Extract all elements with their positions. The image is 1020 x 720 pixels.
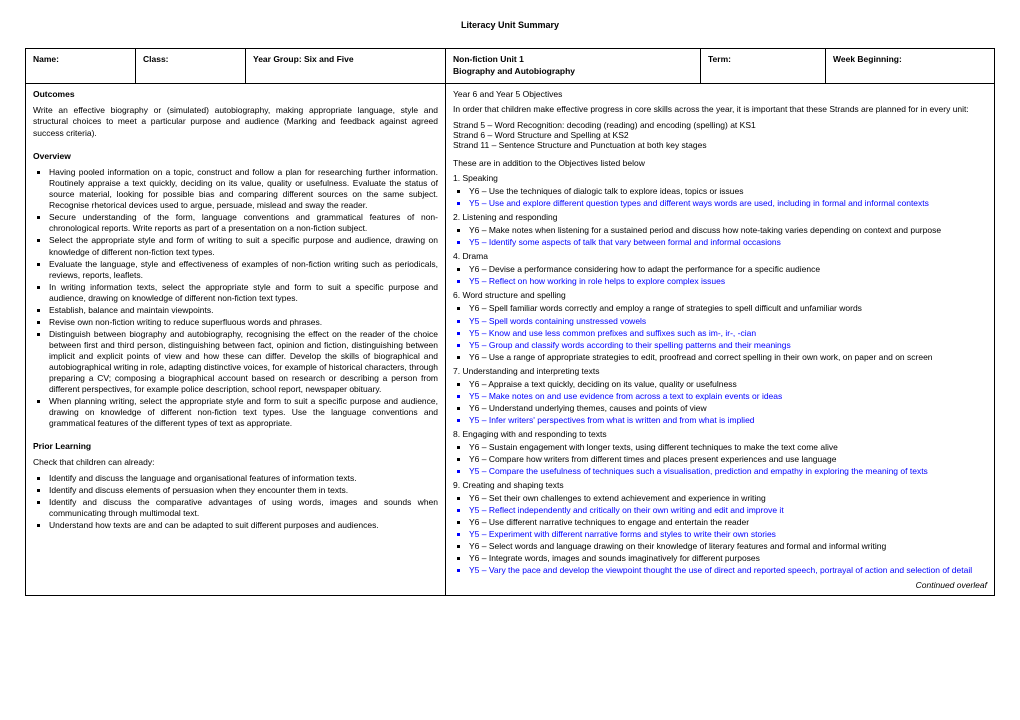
objective-item: Y5 – Compare the usefulness of technique… (469, 466, 987, 477)
section-list: Y6 – Use the techniques of dialogic talk… (453, 186, 987, 209)
class-cell: Class: (136, 49, 246, 84)
section-list: Y6 – Devise a performance considering ho… (453, 264, 987, 287)
overview-item: Distinguish between biography and autobi… (49, 329, 438, 395)
main-table: Name: Class: Year Group: Six and Five No… (25, 48, 995, 596)
section-list: Y6 – Set their own challenges to extend … (453, 493, 987, 576)
objective-item: Y5 – Reflect independently and criticall… (469, 505, 987, 516)
overview-item: Evaluate the language, style and effecti… (49, 259, 438, 281)
week-cell: Week Beginning: (826, 49, 995, 84)
section-heading: 9. Creating and shaping texts (453, 480, 987, 490)
objective-item: Y6 – Use different narrative techniques … (469, 517, 987, 528)
strands-list: Strand 5 – Word Recognition: decoding (r… (453, 120, 987, 150)
strand-line: Strand 5 – Word Recognition: decoding (r… (453, 120, 987, 130)
objectives-heading: Year 6 and Year 5 Objectives (453, 89, 987, 100)
section-heading: 2. Listening and responding (453, 212, 987, 222)
prior-item: Identify and discuss elements of persuas… (49, 485, 438, 496)
outcomes-heading: Outcomes (33, 89, 438, 99)
outcomes-text: Write an effective biography or (simulat… (33, 105, 438, 139)
overview-item: Having pooled information on a topic, co… (49, 167, 438, 211)
addition-note: These are in addition to the Objectives … (453, 158, 987, 169)
overview-item: Secure understanding of the form, langua… (49, 212, 438, 234)
prior-list: Identify and discuss the language and or… (33, 473, 438, 531)
section-heading: 8. Engaging with and responding to texts (453, 429, 987, 439)
section-list: Y6 – Appraise a text quickly, deciding o… (453, 379, 987, 426)
overview-item: In writing information texts, select the… (49, 282, 438, 304)
objective-item: Y5 – Group and classify words according … (469, 340, 987, 351)
objective-item: Y6 – Devise a performance considering ho… (469, 264, 987, 275)
section-heading: 1. Speaking (453, 173, 987, 183)
continued-note: Continued overleaf (453, 580, 987, 590)
doc-title: Literacy Unit Summary (25, 20, 995, 30)
objective-item: Y6 – Set their own challenges to extend … (469, 493, 987, 504)
strand-line: Strand 6 – Word Structure and Spelling a… (453, 130, 987, 140)
section-heading: 4. Drama (453, 251, 987, 261)
objective-item: Y6 – Compare how writers from different … (469, 454, 987, 465)
prior-item: Identify and discuss the comparative adv… (49, 497, 438, 519)
unit-subtitle: Biography and Autobiography (453, 66, 575, 76)
unit-title: Non-fiction Unit 1 (453, 54, 524, 64)
prior-item: Identify and discuss the language and or… (49, 473, 438, 484)
objective-item: Y5 – Make notes on and use evidence from… (469, 391, 987, 402)
objective-item: Y5 – Know and use less common prefixes a… (469, 328, 987, 339)
year-group-cell: Year Group: Six and Five (246, 49, 446, 84)
objective-item: Y6 – Use a range of appropriate strategi… (469, 352, 987, 363)
objective-item: Y6 – Make notes when listening for a sus… (469, 225, 987, 236)
term-cell: Term: (701, 49, 826, 84)
objective-item: Y5 – Reflect on how working in role help… (469, 276, 987, 287)
overview-item: Establish, balance and maintain viewpoin… (49, 305, 438, 316)
content-row: Outcomes Write an effective biography or… (26, 83, 995, 596)
left-column: Outcomes Write an effective biography or… (26, 83, 446, 596)
overview-list: Having pooled information on a topic, co… (33, 167, 438, 429)
objective-item: Y5 – Vary the pace and develop the viewp… (469, 565, 987, 576)
prior-heading: Prior Learning (33, 441, 438, 451)
overview-heading: Overview (33, 151, 438, 161)
objective-item: Y5 – Infer writers' perspectives from wh… (469, 415, 987, 426)
objective-item: Y5 – Experiment with different narrative… (469, 529, 987, 540)
objective-item: Y6 – Understand underlying themes, cause… (469, 403, 987, 414)
section-heading: 7. Understanding and interpreting texts (453, 366, 987, 376)
strand-line: Strand 11 – Sentence Structure and Punct… (453, 140, 987, 150)
objective-item: Y6 – Appraise a text quickly, deciding o… (469, 379, 987, 390)
unit-cell: Non-fiction Unit 1 Biography and Autobio… (446, 49, 701, 84)
objective-item: Y6 – Integrate words, images and sounds … (469, 553, 987, 564)
prior-intro: Check that children can already: (33, 457, 438, 468)
prior-item: Understand how texts are and can be adap… (49, 520, 438, 531)
section-list: Y6 – Make notes when listening for a sus… (453, 225, 987, 248)
objective-item: Y5 – Identify some aspects of talk that … (469, 237, 987, 248)
overview-item: Revise own non-fiction writing to reduce… (49, 317, 438, 328)
objective-sections: 1. Speaking Y6 – Use the techniques of di… (453, 173, 987, 576)
right-column: Year 6 and Year 5 Objectives In order th… (446, 83, 995, 596)
name-cell: Name: (26, 49, 136, 84)
section-list: Y6 – Spell familiar words correctly and … (453, 303, 987, 362)
objective-item: Y5 – Use and explore different question … (469, 198, 987, 209)
objective-item: Y6 – Sustain engagement with longer text… (469, 442, 987, 453)
objective-item: Y6 – Select words and language drawing o… (469, 541, 987, 552)
objective-item: Y6 – Use the techniques of dialogic talk… (469, 186, 987, 197)
section-list: Y6 – Sustain engagement with longer text… (453, 442, 987, 477)
header-row: Name: Class: Year Group: Six and Five No… (26, 49, 995, 84)
objective-item: Y6 – Spell familiar words correctly and … (469, 303, 987, 314)
overview-item: When planning writing, select the approp… (49, 396, 438, 429)
overview-item: Select the appropriate style and form of… (49, 235, 438, 257)
objective-item: Y5 – Spell words containing unstressed v… (469, 316, 987, 327)
objectives-intro: In order that children make effective pr… (453, 104, 987, 115)
section-heading: 6. Word structure and spelling (453, 290, 987, 300)
